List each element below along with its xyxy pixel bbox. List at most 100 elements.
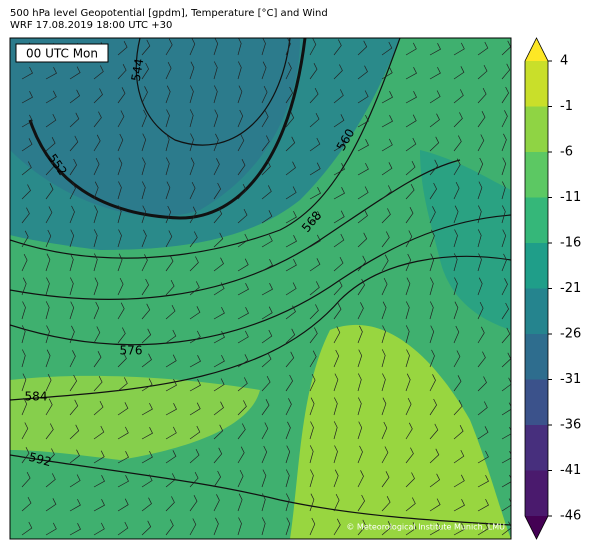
wind-barb	[501, 63, 511, 80]
colorbar-band	[525, 334, 548, 380]
colorbar-band	[525, 106, 548, 152]
wind-barb	[117, 253, 123, 272]
wind-barb	[381, 446, 389, 464]
wind-barb	[477, 64, 488, 80]
wind-barb	[453, 474, 465, 488]
wind-barb	[405, 472, 415, 488]
wind-barb	[69, 253, 74, 272]
wind-barb	[261, 110, 269, 128]
wind-barb	[285, 282, 297, 296]
wind-barb	[381, 115, 393, 128]
wind-barb	[501, 521, 511, 536]
wind-barb	[501, 110, 508, 128]
wind-barb	[261, 375, 271, 392]
wind-barb	[309, 445, 314, 464]
wind-barb	[405, 253, 412, 272]
wind-barb	[213, 109, 219, 128]
wind-barb	[429, 113, 440, 128]
wind-barb	[501, 229, 507, 248]
wind-barb	[237, 283, 249, 296]
wind-barb	[117, 157, 123, 176]
wind-barb	[501, 181, 506, 200]
wind-barb	[117, 181, 122, 200]
wind-barb	[405, 42, 417, 56]
wind-barb	[477, 450, 489, 464]
wind-barb	[237, 354, 249, 368]
wind-barb	[189, 61, 195, 80]
wind-barb	[141, 157, 146, 176]
wind-barb	[309, 304, 319, 320]
wind-barb	[21, 161, 32, 176]
wind-barb	[45, 137, 56, 152]
wind-barb	[285, 86, 294, 104]
wind-barb	[69, 424, 80, 440]
wind-barb	[333, 326, 341, 344]
wind-barb	[405, 277, 411, 296]
wind-barb	[453, 205, 459, 224]
wind-barb	[93, 375, 103, 392]
colorbar-band	[525, 243, 548, 289]
wind-barb	[21, 114, 33, 128]
colorbar-tick-label: -31	[560, 372, 581, 387]
wind-barb	[69, 325, 75, 344]
wind-barb	[381, 471, 390, 488]
wind-barb	[309, 87, 319, 104]
wind-barb	[477, 111, 486, 128]
wind-barb	[381, 301, 387, 320]
wind-barb	[141, 181, 146, 200]
wind-barb	[453, 301, 459, 320]
wind-barb	[189, 495, 198, 512]
colorbar-tick-label: -26	[560, 327, 581, 342]
wind-barb	[333, 469, 339, 488]
wind-barb	[261, 422, 269, 440]
wind-barb	[69, 374, 78, 392]
wind-barb	[45, 373, 52, 392]
wind-barb	[45, 206, 53, 224]
wind-barb	[21, 397, 28, 416]
wind-barb	[405, 183, 415, 200]
wind-barb	[453, 350, 461, 368]
wind-barb	[93, 134, 101, 152]
colorbar-tick-label: -16	[560, 236, 581, 251]
wind-barb	[285, 374, 294, 392]
map-frame	[9, 37, 512, 540]
wind-barb	[501, 157, 507, 176]
wind-barb	[429, 374, 436, 392]
wind-barb	[189, 402, 201, 416]
wind-barb	[45, 253, 51, 272]
wind-barb	[453, 277, 458, 296]
wind-barb	[93, 157, 100, 176]
colorbar-band	[525, 470, 548, 516]
colorbar-band	[525, 152, 548, 198]
wind-barb	[165, 181, 171, 200]
wind-barb	[285, 305, 296, 320]
wind-barb	[309, 469, 314, 488]
colorbar-band	[525, 61, 548, 107]
wind-barb	[261, 517, 266, 536]
wind-barb	[45, 522, 57, 536]
wind-barb	[69, 66, 81, 80]
wind-barb	[357, 302, 364, 320]
wind-barb	[309, 421, 314, 440]
wind-barb	[357, 470, 364, 488]
wind-barb	[501, 426, 511, 440]
wind-barb	[381, 91, 393, 104]
wind-barb	[117, 475, 129, 488]
wind-barb	[69, 498, 81, 512]
wind-barb	[357, 397, 362, 416]
wind-barb	[165, 329, 177, 344]
wind-barb	[237, 134, 245, 152]
wind-barb	[453, 449, 465, 464]
wind-barb	[285, 62, 292, 80]
wind-barb	[357, 349, 363, 368]
wind-barb	[189, 306, 201, 320]
wind-barb	[21, 422, 29, 440]
wind-barb	[405, 325, 410, 344]
wind-barb	[117, 352, 127, 368]
wind-barb	[453, 158, 461, 176]
wind-barb	[261, 210, 273, 224]
wind-barb	[309, 211, 321, 224]
wind-barb	[189, 471, 199, 488]
wind-barb	[93, 229, 98, 248]
